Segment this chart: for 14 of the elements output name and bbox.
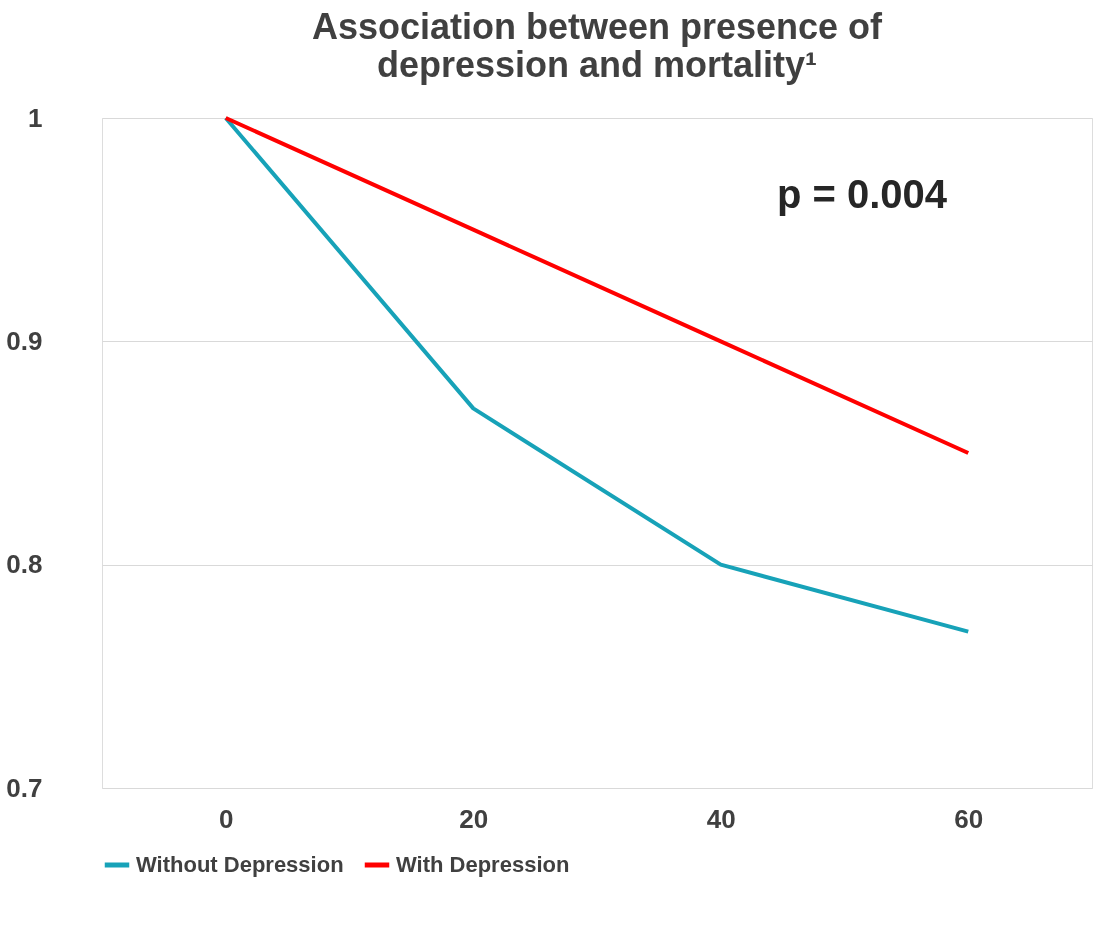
legend-label: Without Depression bbox=[136, 852, 344, 877]
annotation: p = 0.004 bbox=[776, 172, 948, 216]
line-series bbox=[223, 116, 971, 634]
y-tick-label: 1 bbox=[28, 102, 43, 133]
x-tick-label: 40 bbox=[706, 803, 736, 834]
x-tick-label: 0 bbox=[219, 803, 234, 834]
y-tick-label: 0.8 bbox=[6, 549, 43, 580]
y-tick-label: 0.9 bbox=[6, 325, 43, 356]
chart-title: Association between presence of depression and mortality¹ bbox=[311, 6, 884, 85]
x-tick-label: 60 bbox=[954, 803, 984, 834]
legend-label: With Depression bbox=[396, 852, 570, 877]
line-series bbox=[223, 116, 971, 455]
x-tick-label: 20 bbox=[459, 803, 489, 834]
y-tick-label: 0.7 bbox=[6, 772, 43, 803]
